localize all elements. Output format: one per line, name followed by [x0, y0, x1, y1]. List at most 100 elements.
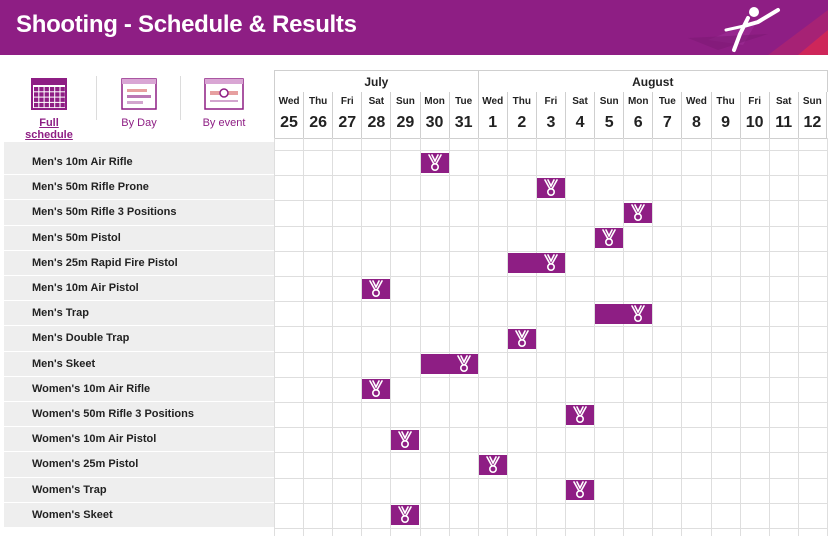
medal-session-bar[interactable]	[420, 354, 478, 375]
medal-icon	[629, 204, 647, 222]
day-header: Sat 28	[361, 92, 391, 138]
medal-icon	[600, 229, 618, 247]
event-row-label[interactable]: Women's 50m Rifle 3 Positions	[4, 402, 274, 428]
event-row-label[interactable]: Men's 50m Rifle Prone	[4, 175, 274, 201]
shooter-pictogram-icon	[688, 7, 828, 55]
day-date: 5	[604, 114, 614, 131]
grid-row-line	[274, 175, 827, 177]
medal-session-bar[interactable]	[420, 152, 449, 173]
grid-column-line	[448, 138, 450, 536]
medal-session-bar[interactable]	[566, 404, 595, 425]
day-name: Wed	[278, 96, 300, 107]
grid-row-line	[274, 477, 827, 479]
medal-icon	[396, 506, 414, 524]
grid-row-line	[274, 528, 827, 529]
grid-row-line	[274, 150, 827, 151]
event-row-label[interactable]: Men's 25m Rapid Fire Pistol	[4, 250, 274, 276]
day-header: Fri 10	[739, 92, 769, 138]
medal-session-bar[interactable]	[507, 253, 565, 274]
medal-session-bar[interactable]	[595, 303, 653, 324]
day-name: Sat	[368, 96, 385, 107]
view-full-schedule-button[interactable]: Full schedule	[14, 78, 84, 141]
view-label: By Day	[121, 117, 157, 129]
grid-column-line	[594, 138, 596, 536]
event-row-label[interactable]: Men's 50m Rifle 3 Positions	[4, 200, 274, 226]
day-date: 26	[309, 114, 328, 131]
event-row-label[interactable]: Women's Trap	[4, 477, 274, 503]
event-row-label[interactable]: Men's Skeet	[4, 351, 274, 377]
day-name: Mon	[627, 96, 649, 107]
grid-row-line	[274, 376, 827, 378]
medal-session-bar[interactable]	[362, 278, 391, 299]
day-header: Thu 26	[303, 92, 333, 138]
grid-row-line	[274, 250, 827, 252]
day-header: Mon 30	[419, 92, 449, 138]
day-name: Sun	[802, 96, 822, 107]
event-row-label[interactable]: Men's Trap	[4, 301, 274, 327]
by-day-icon	[121, 78, 157, 113]
medal-session-bar[interactable]	[595, 228, 624, 249]
day-name: Sun	[599, 96, 619, 107]
view-by-day-button[interactable]: By Day	[109, 78, 169, 129]
event-row-label[interactable]: Men's 50m Pistol	[4, 225, 274, 251]
event-row-label[interactable]: Men's 10m Air Pistol	[4, 276, 274, 302]
event-row-label[interactable]: Men's 10m Air Rifle	[4, 150, 274, 176]
medal-icon	[455, 355, 473, 373]
row-spacer	[4, 142, 274, 150]
header-divider	[274, 138, 827, 139]
grid-row-line	[274, 301, 827, 303]
grid-column-line	[623, 138, 625, 536]
grid-column-line	[361, 138, 363, 536]
day-date: 2	[517, 114, 527, 131]
event-row-label[interactable]: Women's 25m Pistol	[4, 452, 274, 478]
day-date: 6	[633, 114, 643, 131]
day-name: Wed	[482, 96, 504, 107]
event-row-label[interactable]: Men's Double Trap	[4, 326, 274, 352]
day-header: Sun 12	[797, 92, 827, 138]
day-header: Fri 3	[535, 92, 565, 138]
day-name: Mon	[424, 96, 445, 107]
medal-session-bar[interactable]	[362, 379, 391, 400]
day-name: Sat	[775, 96, 792, 107]
medal-icon	[542, 254, 560, 272]
grid-row-line	[274, 452, 827, 454]
day-date: 7	[662, 114, 672, 131]
medal-icon	[571, 405, 589, 424]
grid-column-line	[332, 138, 334, 536]
day-date: 12	[803, 114, 822, 131]
day-name: Sun	[395, 96, 415, 107]
day-date: 29	[396, 114, 415, 131]
grid-column-line	[797, 138, 799, 536]
event-row-label[interactable]: Women's 10m Air Rifle	[4, 376, 274, 402]
medal-session-bar[interactable]	[478, 454, 507, 475]
day-header: Tue 31	[448, 92, 478, 138]
event-row-label[interactable]: Women's 10m Air Pistol	[4, 427, 274, 453]
day-date: 30	[425, 114, 444, 131]
view-by-event-button[interactable]: By event	[194, 78, 254, 129]
grid-row-line	[274, 402, 827, 403]
medal-session-bar[interactable]	[507, 328, 536, 349]
day-date: 9	[721, 114, 730, 131]
day-date: 8	[691, 114, 701, 131]
medal-session-bar[interactable]	[391, 429, 420, 450]
day-date: 3	[546, 114, 556, 131]
medal-icon	[396, 430, 414, 449]
day-name: Tue	[455, 96, 473, 107]
medal-icon	[542, 178, 560, 197]
grid-column-line	[768, 138, 770, 536]
day-header: Fri 27	[332, 92, 362, 138]
medal-icon	[629, 304, 647, 323]
day-name: Thu	[512, 96, 531, 107]
medal-session-bar[interactable]	[566, 480, 595, 501]
grid-row-line	[274, 351, 827, 353]
event-row-label[interactable]: Women's Skeet	[4, 502, 274, 528]
medal-session-bar[interactable]	[536, 177, 565, 198]
by-event-icon	[204, 78, 244, 113]
grid-column-line	[652, 138, 654, 536]
medal-icon	[367, 380, 385, 398]
month-header-august: August	[477, 70, 828, 92]
grid-row-line	[274, 326, 827, 328]
medal-session-bar[interactable]	[391, 505, 420, 526]
view-switcher: Full schedule By Day By event	[4, 70, 274, 536]
medal-session-bar[interactable]	[624, 202, 653, 223]
